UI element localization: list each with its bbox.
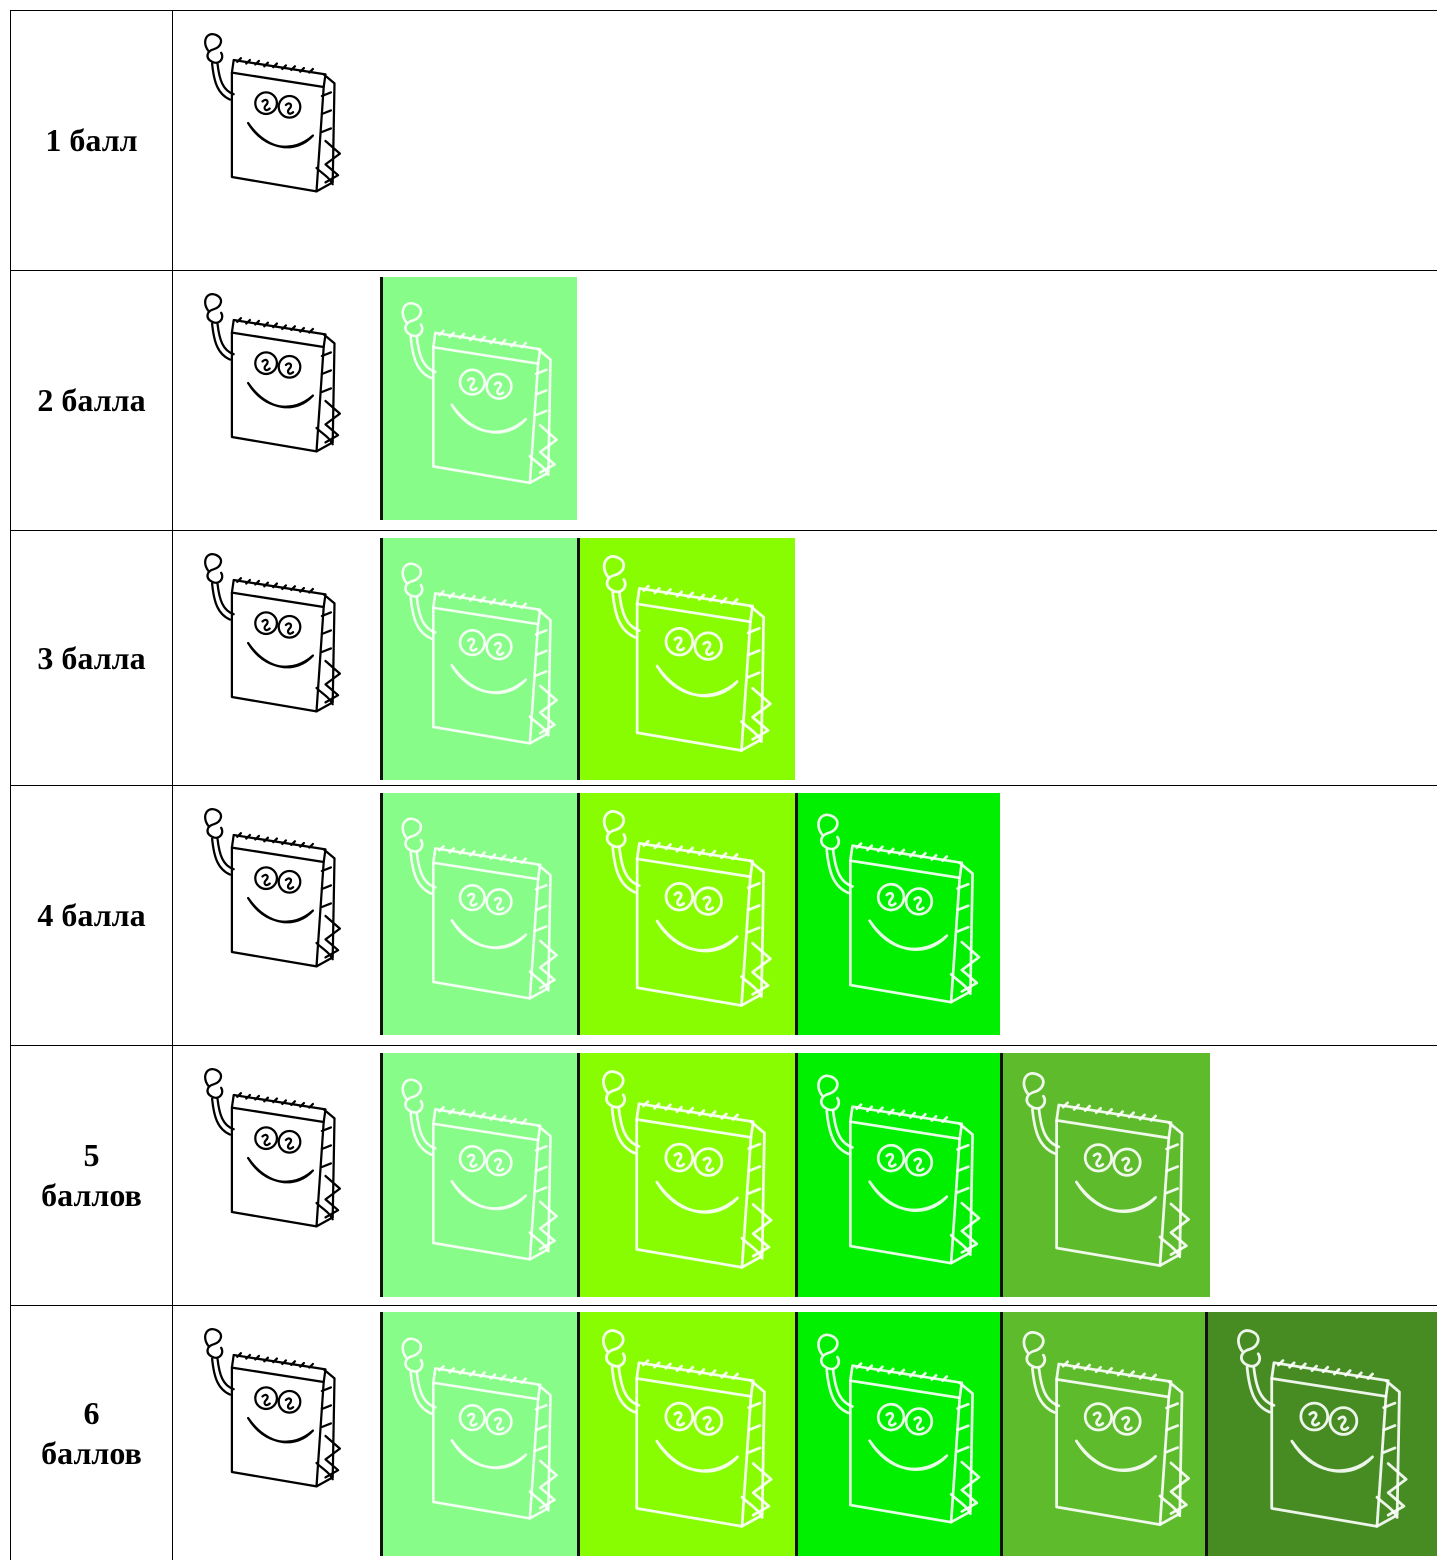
book-picture xyxy=(203,292,342,453)
row-border xyxy=(10,10,1437,11)
row-border xyxy=(10,1305,1437,1306)
colored-book-picture xyxy=(380,1053,577,1297)
colored-book-picture xyxy=(795,1053,1000,1297)
colored-book-picture xyxy=(380,1312,577,1556)
row-label: 6 баллов xyxy=(41,1394,142,1471)
row-border xyxy=(10,785,1437,786)
colored-book-picture xyxy=(577,1312,795,1556)
table-border xyxy=(10,10,11,1560)
row-label: 1 балл xyxy=(45,122,138,158)
row-border xyxy=(10,270,1437,271)
colored-book-picture xyxy=(577,538,795,780)
row-label: 5 баллов xyxy=(41,1137,142,1213)
colored-book-picture xyxy=(1205,1312,1437,1556)
colored-book-picture xyxy=(380,538,577,780)
row-label: 3 балла xyxy=(37,639,146,676)
column-border xyxy=(172,10,173,1560)
book-picture xyxy=(203,1067,342,1228)
row-label: 4 балла xyxy=(37,897,146,933)
colored-book-picture xyxy=(795,1312,1000,1556)
row-border xyxy=(10,530,1437,531)
row-label: 2 балла xyxy=(37,382,146,418)
colored-book-picture xyxy=(380,793,577,1035)
book-picture xyxy=(203,32,342,193)
book-picture xyxy=(203,552,342,713)
colored-book-picture xyxy=(795,793,1000,1035)
colored-book-picture xyxy=(1000,1053,1210,1297)
book-picture xyxy=(203,807,342,968)
colored-book-picture xyxy=(577,1053,795,1297)
row-border xyxy=(10,1045,1437,1046)
colored-book-picture xyxy=(380,277,577,520)
colored-book-picture xyxy=(1000,1312,1210,1556)
colored-book-picture xyxy=(577,793,795,1035)
book-picture xyxy=(203,1327,342,1488)
